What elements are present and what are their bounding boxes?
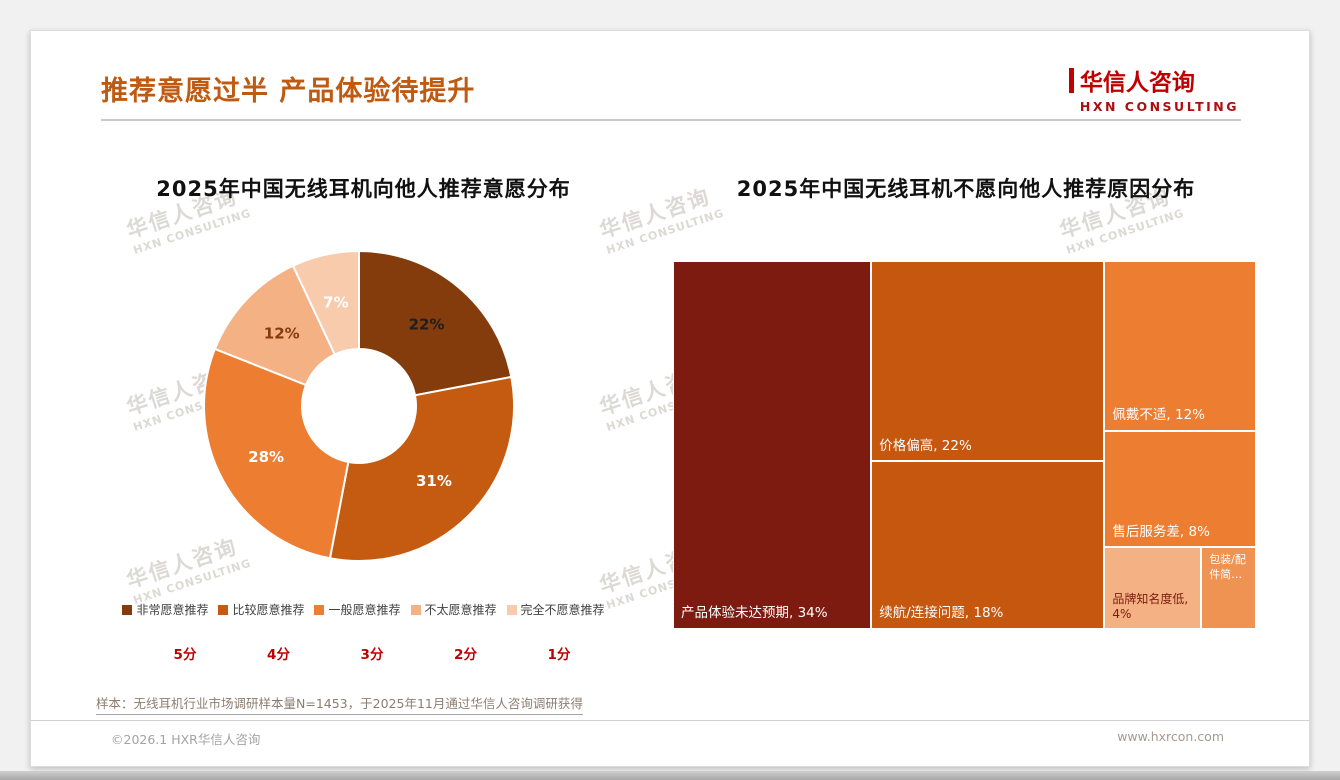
sample-footnote: 样本：无线耳机行业市场调研样本量N=1453，于2025年11月通过华信人咨询调… bbox=[96, 693, 583, 715]
treemap-block-label: 包装/配件简… bbox=[1209, 553, 1246, 581]
legend-item: 非常愿意推荐 bbox=[122, 601, 208, 618]
donut-slice-0 bbox=[358, 249, 513, 397]
treemap: 产品体验未达预期, 34% 价格偏高, 22% 续航/连接问题, 18% 佩戴不适, … bbox=[673, 261, 1256, 629]
legend-label: 完全不愿意推荐 bbox=[520, 603, 605, 617]
legend-label: 比较愿意推荐 bbox=[232, 603, 305, 617]
window-bottom-strip bbox=[0, 771, 1340, 780]
legend-item: 比较愿意推荐 bbox=[218, 601, 304, 618]
treemap-block-6: 包装/配件简… bbox=[1201, 547, 1256, 629]
legend-item: 一般愿意推荐 bbox=[314, 601, 401, 618]
page-title: 推荐意愿过半 产品体验待提升 bbox=[101, 76, 476, 107]
treemap-block-label: 佩戴不适, 12% bbox=[1112, 407, 1205, 424]
logo-accent-bar bbox=[1068, 67, 1074, 93]
treemap-block-4: 售后服务差, 8% bbox=[1104, 431, 1256, 548]
legend-label: 一般愿意推荐 bbox=[328, 603, 401, 617]
legend-label: 不太愿意推荐 bbox=[424, 603, 497, 617]
treemap-block-2: 续航/连接问题, 18% bbox=[871, 461, 1105, 629]
logo-name: 华信人咨询 bbox=[1079, 70, 1195, 96]
treemap-block-label: 产品体验未达预期, 34% bbox=[681, 605, 828, 622]
logo-name-row: 华信人咨询 bbox=[1068, 63, 1239, 97]
logo-subtitle: HXN CONSULTING bbox=[1079, 99, 1239, 114]
score-label: 5分 bbox=[173, 647, 197, 663]
legend-item: 不太愿意推荐 bbox=[410, 601, 497, 618]
website-text: www.hxrcon.com bbox=[1117, 729, 1224, 744]
treemap-block-5: 品牌知名度低, 4% bbox=[1104, 547, 1202, 629]
slide-content: 推荐意愿过半 产品体验待提升 华信人咨询 HXN CONSULTING 2025… bbox=[31, 31, 1309, 766]
legend-swatch bbox=[218, 604, 229, 615]
score-label: 4分 bbox=[267, 647, 290, 663]
donut-slice-label: 12% bbox=[264, 324, 300, 342]
score-row: 5分 4分 3分 2分 1分 bbox=[155, 643, 589, 663]
slide-footer: ©2026.1 HXR华信人咨询 www.hxrcon.com bbox=[31, 720, 1309, 766]
donut-slice-label: 28% bbox=[248, 448, 284, 466]
donut-slice-label: 31% bbox=[416, 472, 452, 490]
copyright-text: ©2026.1 HXR华信人咨询 bbox=[111, 732, 261, 747]
legend-swatch bbox=[410, 604, 421, 615]
donut-slice-label: 22% bbox=[409, 315, 445, 333]
donut-slice-1 bbox=[328, 375, 515, 562]
treemap-block-3: 佩戴不适, 12% bbox=[1104, 261, 1256, 432]
score-label: 3分 bbox=[360, 647, 384, 663]
slide: 华信人咨询 HXN CONSULTING 华信人咨询 HXN CONSULTING 华信… bbox=[30, 30, 1310, 767]
treemap-block-label: 价格偏高, 22% bbox=[879, 437, 972, 454]
donut-chart-title: 2025年中国无线耳机向他人推荐意愿分布 bbox=[156, 177, 571, 201]
legend-swatch bbox=[506, 604, 517, 615]
donut-legend: 非常愿意推荐 比较愿意推荐 一般愿意推荐 不太愿意推荐 完全不愿意推荐 bbox=[91, 601, 636, 618]
sample-footnote-text: 样本：无线耳机行业市场调研样本量N=1453，于2025年11月通过华信人咨询调… bbox=[96, 696, 583, 715]
legend-swatch bbox=[122, 604, 133, 615]
score-label: 1分 bbox=[547, 647, 571, 663]
treemap-chart-title: 2025年中国无线耳机不愿向他人推荐原因分布 bbox=[736, 177, 1196, 201]
treemap-block-1: 价格偏高, 22% bbox=[871, 261, 1105, 462]
treemap-block-label: 品牌知名度低, 4% bbox=[1112, 591, 1189, 622]
donut-slice-label: 7% bbox=[323, 294, 348, 312]
donut-slice-2 bbox=[203, 347, 350, 560]
legend-label: 非常愿意推荐 bbox=[136, 603, 209, 617]
treemap-block-label: 售后服务差, 8% bbox=[1112, 523, 1210, 540]
treemap-block-0: 产品体验未达预期, 34% bbox=[673, 261, 872, 629]
treemap-block-label: 续航/连接问题, 18% bbox=[879, 605, 1004, 622]
company-logo: 华信人咨询 HXN CONSULTING bbox=[1068, 63, 1239, 114]
donut-slice-4 bbox=[291, 249, 360, 356]
donut-chart: 22% 31% 28% 12% 7% bbox=[203, 249, 515, 562]
donut-slice-3 bbox=[213, 264, 337, 387]
legend-item: 完全不愿意推荐 bbox=[506, 601, 605, 618]
legend-swatch bbox=[314, 604, 325, 615]
title-divider bbox=[101, 119, 1241, 121]
score-label: 2分 bbox=[454, 647, 477, 663]
